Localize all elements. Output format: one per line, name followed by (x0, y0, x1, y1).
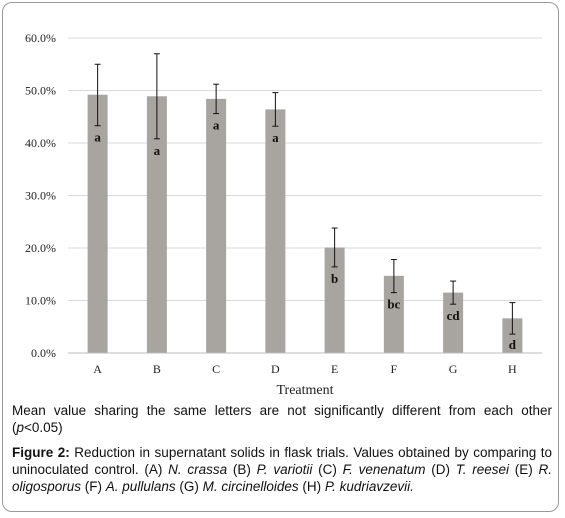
significance-labels: a a a a b bc cd d (94, 118, 516, 352)
caption-treatment-list: (A) N. crassa (B) P. variotii (C) F. ven… (12, 462, 552, 494)
bars (87, 94, 523, 354)
x-tick-label: H (508, 362, 517, 376)
caption-item-species: M. circinelloides (202, 479, 299, 494)
figure-caption: Figure 2: Reduction in supernatant solid… (12, 444, 552, 495)
caption-item-species: T. reesei (455, 462, 509, 477)
y-tick-label: 60.0% (25, 31, 56, 45)
y-tick-label: 20.0% (25, 241, 56, 255)
note-p-symbol: p (16, 420, 25, 435)
bar (324, 247, 345, 353)
caption-item-species: R. oligosporus (12, 462, 552, 494)
gridlines (68, 37, 542, 301)
caption-item-species: A. pullulans (105, 479, 176, 494)
bar (146, 96, 167, 354)
significance-letter: b (331, 271, 338, 286)
caption-item-key: (C) (312, 462, 343, 477)
error-bars (94, 53, 516, 335)
bar-chart: 0.0% 10.0% 20.0% 30.0% 40.0% 50.0% 60.0% a a a a b… (25, 31, 542, 398)
caption-item-species: N. crassa (168, 462, 228, 477)
significance-letter: bc (387, 297, 400, 312)
significance-letter: a (154, 143, 161, 158)
caption-text: Reduction in supernatant solids in flask… (12, 445, 553, 477)
caption-item-key: (A) (144, 462, 169, 477)
bar (443, 292, 464, 353)
bar (265, 109, 286, 354)
significance-letter: d (509, 337, 517, 352)
caption-item-key: (D) (425, 462, 456, 477)
x-tick-label: B (153, 362, 161, 376)
y-tick-label: 0.0% (31, 346, 56, 360)
significance-letter: a (94, 130, 101, 145)
y-tick-labels: 0.0% 10.0% 20.0% 30.0% 40.0% 50.0% 60.0% (25, 31, 56, 360)
y-tick-label: 40.0% (25, 136, 56, 150)
caption-label: Figure 2: (12, 445, 70, 460)
caption-item-key: (F) (81, 479, 106, 494)
y-tick-label: 10.0% (25, 294, 56, 308)
significance-letter: a (272, 130, 279, 145)
bar (502, 318, 523, 353)
note-text: Mean value sharing the same letters are … (12, 403, 552, 435)
caption-item-species: P. kudriavzevii. (324, 479, 414, 494)
caption-item-key: (H) (298, 479, 325, 494)
x-tick-label: F (391, 362, 398, 376)
x-axis-label: Treatment (276, 383, 333, 398)
x-tick-label: G (449, 362, 458, 376)
caption-item-species: P. variotii (256, 462, 313, 477)
bar (206, 98, 227, 354)
x-tick-labels: A B C D E F G H (93, 362, 517, 376)
y-tick-label: 50.0% (25, 84, 56, 98)
x-tick-label: A (93, 362, 102, 376)
bar (383, 275, 404, 353)
caption-item-species: F. venenatum (342, 462, 426, 477)
x-tick-label: C (212, 362, 220, 376)
caption-item-key: (B) (227, 462, 257, 477)
note-text-end: <0.05) (24, 420, 63, 435)
significance-note: Mean value sharing the same letters are … (12, 402, 552, 436)
significance-letter: a (213, 118, 220, 133)
x-tick-label: E (331, 362, 338, 376)
caption-item-key: (E) (508, 462, 539, 477)
y-tick-label: 30.0% (25, 189, 56, 203)
significance-letter: cd (447, 308, 461, 323)
bar (87, 94, 108, 353)
x-tick-label: D (271, 362, 280, 376)
caption-item-key: (G) (175, 479, 203, 494)
